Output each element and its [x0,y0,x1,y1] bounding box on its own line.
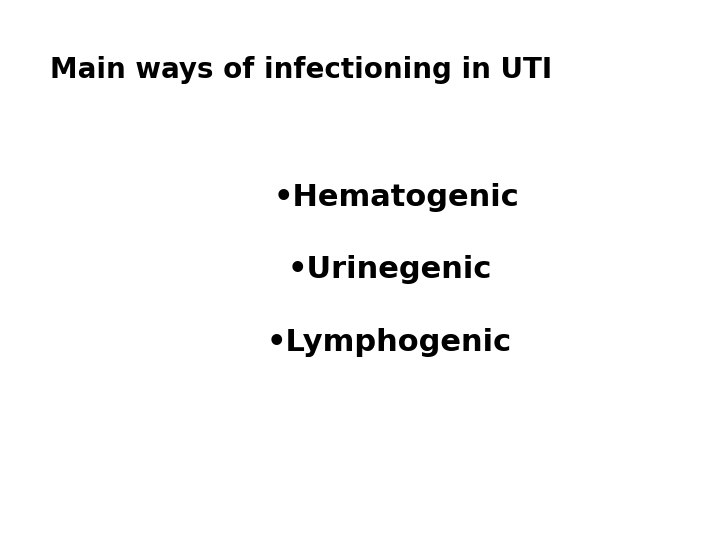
Text: •Lymphogenic: •Lymphogenic [266,328,511,357]
Text: •Hematogenic: •Hematogenic [274,183,519,212]
Text: •Urinegenic: •Urinegenic [288,255,492,285]
Text: Main ways of infectioning in UTI: Main ways of infectioning in UTI [50,56,552,84]
